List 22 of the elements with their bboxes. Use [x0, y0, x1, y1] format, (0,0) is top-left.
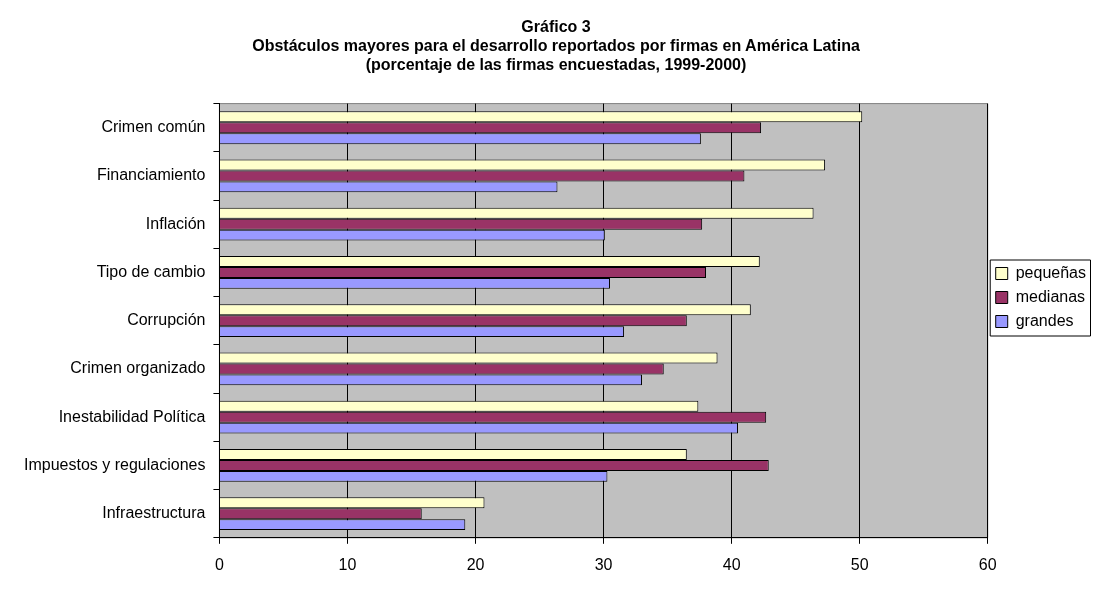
y-tick-label: Corrupción: [127, 311, 206, 329]
legend-label: pequeñas: [1015, 263, 1087, 281]
x-tick-label: 30: [594, 555, 613, 573]
text: Gráfico 3: [521, 18, 591, 36]
text: (porcentaje de las firmas encuestadas, 1999-2000): [365, 56, 747, 74]
x-tick-label: 50: [850, 555, 869, 573]
y-tick-label: Crimen común: [101, 118, 206, 136]
y-tick-label: Crimen organizado: [70, 359, 206, 377]
x-tick-label: 0: [214, 555, 224, 573]
y-tick-label: Infraestructura: [102, 504, 206, 522]
x-tick-label: 10: [338, 555, 357, 573]
x-tick-label: 20: [466, 555, 485, 573]
legend-label: grandes: [1015, 311, 1074, 329]
x-tick-label: 40: [722, 555, 741, 573]
y-tick-label: Tipo de cambio: [96, 262, 206, 280]
x-tick-label: 60: [978, 555, 997, 573]
y-tick-label: Impuestos y regulaciones: [23, 455, 206, 473]
y-tick-label: Financiamiento: [96, 166, 206, 184]
y-tick-label: Inestabilidad Política: [58, 407, 206, 425]
text: Obstáculos mayores para el desarrollo reportados por firmas en América Latina: [252, 37, 860, 55]
y-tick-label: Inflación: [145, 214, 206, 232]
legend-label: medianas: [1015, 287, 1086, 305]
